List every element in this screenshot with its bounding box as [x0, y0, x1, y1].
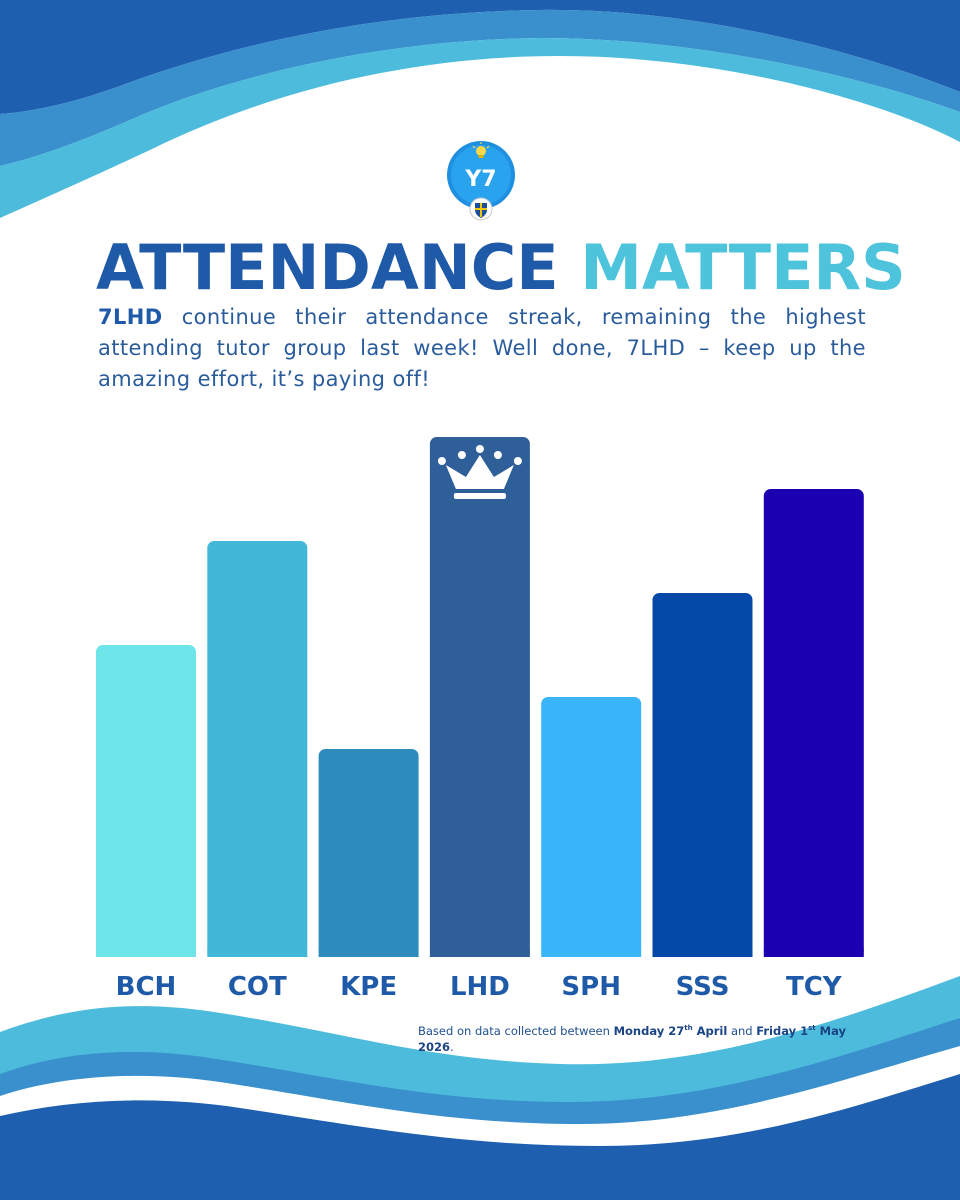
title-part-2: MATTERS	[580, 231, 906, 304]
crown-jewel-1	[457, 451, 466, 459]
top-wave-mid	[0, 9, 960, 166]
year7-logo: Y7	[447, 141, 515, 221]
bottom-wave-dark	[0, 1074, 960, 1200]
tick-label-tcy: TCY	[786, 972, 843, 1002]
bar-lhd	[429, 437, 530, 957]
footnote-end-sup: st	[808, 1024, 816, 1032]
logo-badge-text: Y7	[464, 167, 496, 192]
tick-label-sss: SSS	[676, 972, 730, 1002]
footnote-start-sup: th	[684, 1024, 693, 1032]
tick-label-cot: COT	[228, 972, 287, 1002]
crown-body	[445, 455, 514, 489]
top-wave-dark	[0, 0, 960, 114]
bar-base-sss	[652, 949, 753, 957]
bar-base-bch	[96, 949, 196, 957]
footnote-end-day: Friday 1	[756, 1023, 809, 1038]
footnote-suffix: .	[450, 1039, 454, 1054]
bar-base-cot	[207, 949, 308, 957]
top-wave-light	[0, 38, 960, 218]
data-footnote: Based on data collected between Monday 2…	[418, 1020, 848, 1055]
crown-jewel-0	[437, 457, 446, 465]
bar-base-kpe	[318, 949, 419, 957]
tick-label-lhd: LHD	[450, 972, 510, 1002]
title-part-1: ATTENDANCE	[96, 231, 559, 304]
bar-kpe	[318, 749, 419, 957]
tick-label-kpe: KPE	[340, 972, 397, 1002]
bar-cot	[207, 541, 308, 957]
intro-lead: 7LHD	[98, 305, 163, 329]
footnote-start-month: April	[692, 1023, 728, 1038]
lightbulb-icon	[472, 142, 490, 158]
footnote-end-date: Friday 1st May 2026	[418, 1024, 846, 1054]
crown-band	[453, 493, 506, 499]
chart-tick-labels: BCH COT KPE LHD SPH SSS TCY	[116, 972, 843, 1002]
school-crest-icon	[469, 197, 493, 221]
footnote-start-day: Monday 27	[613, 1023, 685, 1038]
footnote-end-rest: May 2026	[418, 1023, 847, 1054]
crown-jewel-4	[513, 457, 522, 465]
bar-base-lhd	[429, 949, 530, 957]
crown-jewel-3	[493, 451, 502, 459]
bar-base-tcy	[763, 949, 864, 957]
bar-sph	[541, 697, 642, 957]
crown-icon	[437, 445, 522, 499]
crown-jewel-2	[475, 445, 484, 453]
bar-base-sph	[541, 949, 642, 957]
chart-bars	[96, 437, 864, 957]
bar-bch	[96, 645, 196, 957]
footnote-middle: and	[727, 1023, 757, 1038]
bar-sss	[652, 593, 753, 957]
tick-label-sph: SPH	[561, 972, 621, 1002]
intro-text: continue their attendance streak, remain…	[98, 305, 866, 391]
page-title: ATTENDANCE MATTERS	[96, 228, 906, 308]
tick-label-bch: BCH	[116, 972, 177, 1002]
intro-paragraph: 7LHD continue their attendance streak, r…	[98, 302, 866, 395]
bar-tcy	[763, 489, 864, 957]
footnote-prefix: Based on data collected between	[418, 1023, 614, 1038]
footnote-start-date: Monday 27th April	[614, 1024, 728, 1038]
